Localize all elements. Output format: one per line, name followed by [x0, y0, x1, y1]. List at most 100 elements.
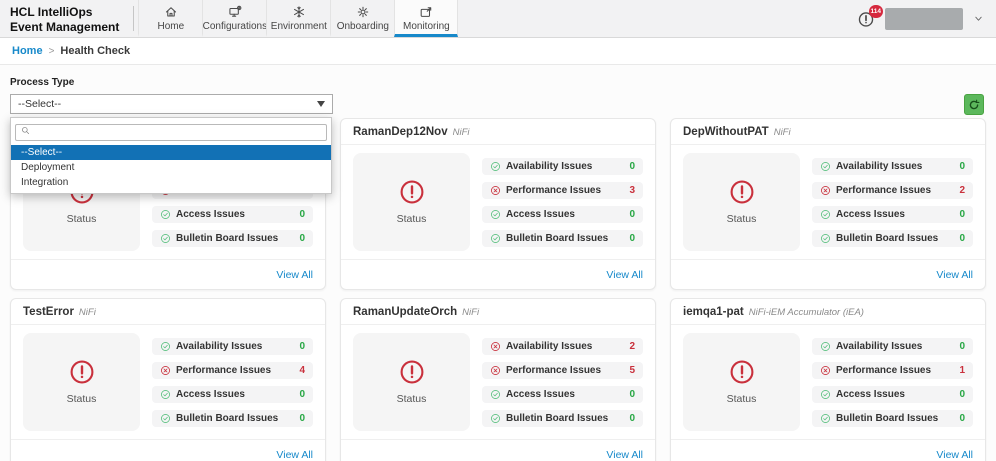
user-menu[interactable] [885, 7, 963, 30]
card-header: TestError NiFi [11, 299, 325, 325]
issue-label: Access Issues [836, 208, 905, 220]
issue-count: 5 [629, 364, 635, 376]
issue-label: Performance Issues [836, 364, 932, 376]
issue-label: Access Issues [176, 208, 245, 220]
status-label: Status [726, 213, 757, 225]
view-all-link[interactable]: View All [936, 449, 973, 461]
issue-count: 3 [629, 184, 635, 196]
issue-label: Access Issues [836, 388, 905, 400]
issue-label: Performance Issues [506, 364, 602, 376]
dropdown-search-input[interactable] [15, 124, 327, 141]
issue-count: 0 [629, 412, 635, 424]
issue-row: Access Issues 0 [482, 205, 643, 223]
card-subtitle: NiFi [78, 307, 96, 318]
status-error-icon [69, 359, 95, 385]
check-circle-icon [160, 233, 171, 244]
card-footer: View All [11, 439, 325, 461]
tab-environment[interactable]: Environment [266, 0, 330, 37]
process-type-select[interactable]: --Select-- [10, 94, 333, 114]
alert-circle-icon [857, 10, 875, 28]
issue-row: Availability Issues 0 [482, 157, 643, 175]
view-all-link[interactable]: View All [606, 269, 643, 281]
view-all-link[interactable]: View All [276, 269, 313, 281]
dropdown-option[interactable]: Integration [21, 177, 69, 188]
status-box: Status [353, 153, 470, 251]
breadcrumb-separator: > [48, 45, 55, 57]
check-circle-icon [160, 413, 171, 424]
issue-label: Performance Issues [836, 184, 932, 196]
check-circle-icon [820, 209, 831, 220]
issue-label: Availability Issues [836, 340, 923, 352]
card-title: iemqa1-pat [683, 306, 744, 318]
issue-label: Performance Issues [176, 364, 272, 376]
card-subtitle: NiFi [773, 127, 791, 138]
issue-row: Access Issues 0 [812, 205, 973, 223]
card-header: DepWithoutPAT NiFi [671, 119, 985, 145]
tab-configurations[interactable]: Configurations [202, 0, 267, 37]
status-label: Status [726, 393, 757, 405]
issue-row: Performance Issues 4 [152, 361, 313, 379]
breadcrumb-home-link[interactable]: Home [12, 45, 43, 57]
check-circle-icon [490, 209, 501, 220]
check-circle-icon [490, 389, 501, 400]
status-label: Status [66, 213, 97, 225]
issue-label: Access Issues [506, 208, 575, 220]
process-type-dropdown: --Select-- Deployment Integration [10, 117, 332, 194]
issue-count: 0 [299, 412, 305, 424]
card-subtitle: NiFi [462, 307, 480, 318]
select-value: --Select-- [18, 98, 62, 110]
notification-count-badge: 114 [868, 4, 883, 18]
card-title: DepWithoutPAT [683, 126, 769, 138]
tab-label: Onboarding [336, 21, 389, 32]
card-title: TestError [23, 306, 74, 318]
search-icon [21, 126, 30, 135]
tab-label: Environment [270, 21, 327, 32]
check-circle-icon [490, 233, 501, 244]
content-area: Process Type --Select-- --Select-- Deploy… [0, 65, 996, 461]
status-box: Status [683, 333, 800, 431]
issue-row: Access Issues 0 [152, 385, 313, 403]
card-header: RamanUpdateOrch NiFi [341, 299, 655, 325]
issue-count: 0 [959, 232, 965, 244]
tab-monitoring[interactable]: Monitoring [394, 0, 459, 37]
card-footer: View All [671, 439, 985, 461]
x-circle-icon [490, 185, 501, 196]
issue-count: 0 [629, 232, 635, 244]
process-type-label: Process Type [10, 77, 75, 88]
view-all-link[interactable]: View All [936, 269, 973, 281]
card-subtitle: NiFi-iEM Accumulator (iEA) [748, 307, 864, 318]
breadcrumb: Home > Health Check [0, 38, 996, 65]
issue-row: Bulletin Board Issues 0 [152, 409, 313, 427]
view-all-link[interactable]: View All [276, 449, 313, 461]
issue-count: 0 [299, 388, 305, 400]
refresh-button[interactable] [964, 94, 984, 115]
card-footer: View All [341, 439, 655, 461]
view-all-link[interactable]: View All [606, 449, 643, 461]
issue-row: Availability Issues 2 [482, 337, 643, 355]
chevron-down-icon[interactable] [973, 13, 984, 24]
tab-home[interactable]: Home [138, 0, 202, 37]
issue-label: Access Issues [506, 388, 575, 400]
card-header: iemqa1-pat NiFi-iEM Accumulator (iEA) [671, 299, 985, 325]
notifications-button[interactable]: 114 [857, 4, 883, 28]
issue-rows: Availability Issues 0 Performance Issues 2 A… [812, 151, 973, 253]
tab-label: Monitoring [403, 21, 450, 32]
status-box: Status [23, 333, 140, 431]
check-circle-icon [160, 341, 171, 352]
dropdown-option[interactable]: Deployment [21, 162, 75, 173]
status-error-icon [399, 359, 425, 385]
x-circle-icon [820, 185, 831, 196]
tab-onboarding[interactable]: Onboarding [330, 0, 394, 37]
card-title: RamanDep12Nov [353, 126, 448, 138]
navbar-right: 114 [857, 0, 996, 37]
check-circle-icon [490, 161, 501, 172]
status-label: Status [66, 393, 97, 405]
brand: HCL IntelliOps Event Management [0, 0, 129, 37]
dropdown-option[interactable]: --Select-- [11, 145, 331, 160]
issue-row: Bulletin Board Issues 0 [812, 229, 973, 247]
issue-label: Availability Issues [506, 340, 593, 352]
issue-rows: Availability Issues 2 Performance Issues 5 A… [482, 331, 643, 433]
issue-row: Performance Issues 1 [812, 361, 973, 379]
issue-row: Bulletin Board Issues 0 [482, 229, 643, 247]
issue-count: 0 [959, 160, 965, 172]
